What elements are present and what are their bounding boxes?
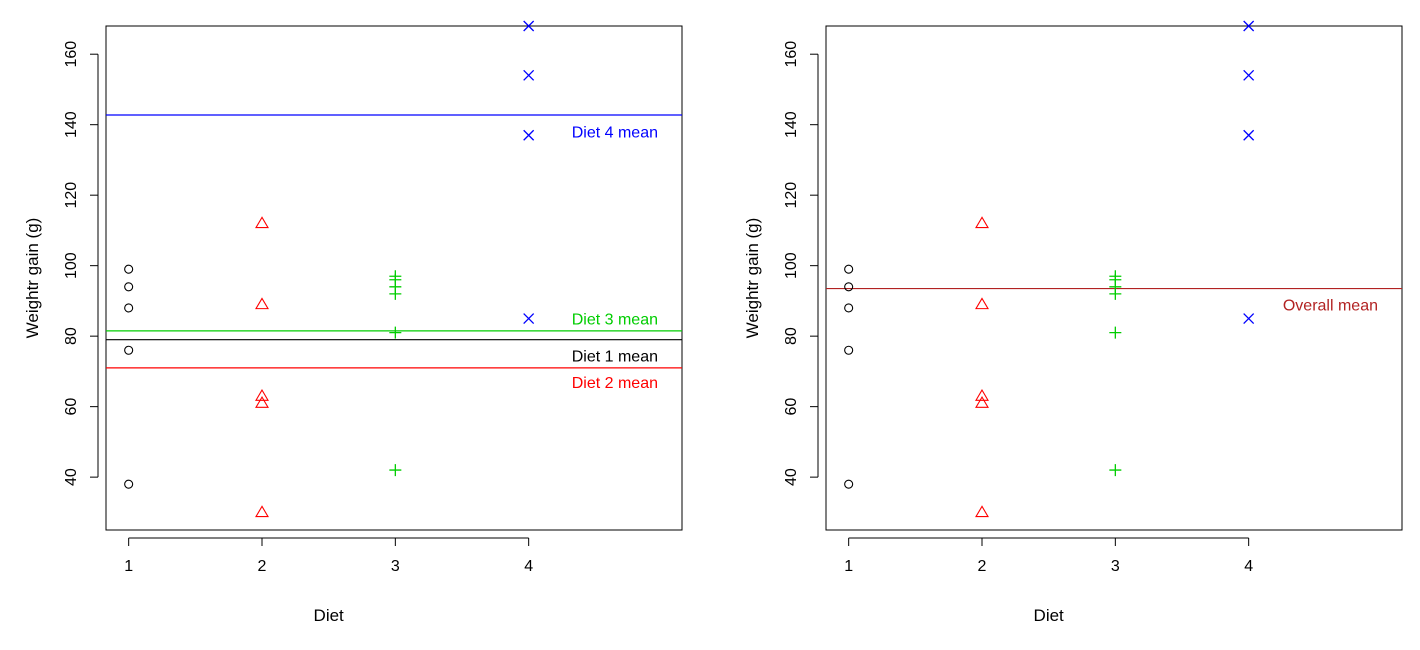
x-tick-label: 3: [391, 558, 400, 575]
y-axis-title: Weightr gain (g): [23, 218, 42, 339]
data-point-triangle: [255, 505, 269, 518]
data-point-circle: [844, 303, 854, 313]
data-point-circle: [124, 303, 134, 313]
data-point-cross: [523, 313, 535, 324]
data-point-circle: [124, 345, 134, 355]
data-point-plus: [389, 464, 402, 477]
data-point-plus: [1109, 464, 1122, 477]
plot-frame: [825, 25, 1403, 531]
y-tick-label: 80: [63, 327, 80, 345]
data-point-circle: [844, 282, 854, 292]
data-point-cross: [1243, 313, 1255, 324]
x-tick-label: 1: [124, 558, 133, 575]
data-point-plus: [1109, 270, 1122, 283]
y-tick-label: 100: [63, 252, 80, 279]
data-point-circle: [844, 345, 854, 355]
data-point-circle: [124, 479, 134, 489]
data-point-triangle: [975, 396, 989, 408]
data-point-circle: [124, 282, 134, 292]
mean-line-label: Diet 3 mean: [572, 312, 658, 329]
data-point-plus: [1109, 326, 1122, 339]
data-point-circle: [844, 264, 854, 274]
data-point-triangle: [255, 297, 269, 310]
data-point-triangle: [255, 388, 269, 401]
chart-panel-2: Overall mean 1 2 3 4 Diet 40 60 80 100 120 140 160 We…: [743, 20, 1403, 625]
data-point-cross: [1243, 20, 1255, 32]
y-tick-label: 40: [63, 468, 80, 486]
data-point-plus: [1109, 287, 1122, 300]
y-tick-label: 120: [783, 182, 800, 209]
data-point-cross: [523, 69, 535, 81]
data-point-triangle: [975, 297, 989, 310]
mean-line-label: Diet 4 mean: [572, 125, 658, 142]
y-tick-label: 120: [63, 182, 80, 209]
data-point-cross: [1243, 129, 1255, 141]
data-point-triangle: [255, 396, 269, 408]
x-tick-label: 2: [258, 558, 267, 575]
y-tick-label: 140: [63, 111, 80, 138]
x-axis-title: Diet: [314, 606, 345, 625]
x-axis-title: Diet: [1034, 606, 1065, 625]
data-point-triangle: [975, 388, 989, 401]
data-point-cross: [1243, 69, 1255, 81]
plot-frame: [105, 25, 683, 531]
chart-panel-1: Diet 4 mean Diet 3 mean Diet 1 mean Diet 2 …: [23, 20, 683, 625]
mean-line-label: Overall mean: [1283, 297, 1378, 314]
y-tick-label: 80: [783, 327, 800, 345]
mean-line-label: Diet 1 mean: [572, 349, 658, 366]
y-tick-label: 160: [63, 41, 80, 68]
y-tick-label: 160: [783, 41, 800, 68]
x-tick-label: 1: [844, 558, 853, 575]
data-point-plus: [389, 270, 402, 283]
x-tick-label: 4: [1244, 558, 1253, 575]
x-tick-label: 4: [524, 558, 533, 575]
data-point-triangle: [255, 216, 269, 229]
x-tick-label: 2: [978, 558, 987, 575]
data-point-plus: [389, 326, 402, 339]
y-tick-label: 60: [783, 398, 800, 416]
y-tick-label: 40: [783, 468, 800, 486]
y-tick-label: 140: [783, 111, 800, 138]
data-point-triangle: [975, 505, 989, 518]
y-axis-title: Weightr gain (g): [743, 218, 762, 339]
data-point-circle: [844, 479, 854, 489]
data-point-plus: [389, 287, 402, 300]
data-point-circle: [124, 264, 134, 274]
y-tick-label: 60: [63, 398, 80, 416]
mean-line-label: Diet 2 mean: [572, 375, 658, 392]
data-point-cross: [523, 20, 535, 32]
y-tick-label: 100: [783, 252, 800, 279]
data-point-triangle: [975, 216, 989, 229]
x-tick-label: 3: [1111, 558, 1120, 575]
data-point-cross: [523, 129, 535, 141]
